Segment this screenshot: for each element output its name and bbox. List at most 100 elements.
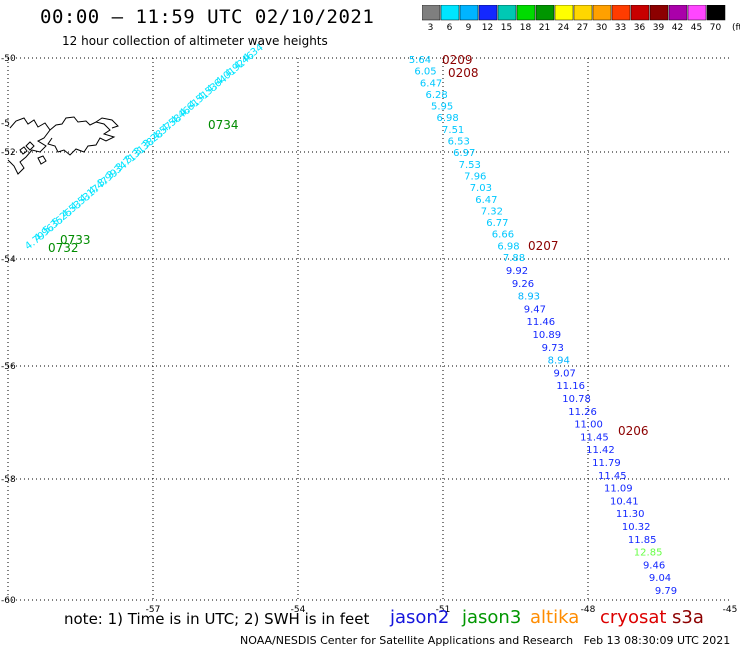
colorbar-label: 70 [709, 23, 722, 33]
colorbar-swatch [554, 5, 574, 21]
colorbar-swatch [611, 5, 631, 21]
colorbar-label: 12 [481, 23, 494, 33]
legend-jason2: jason2 [390, 607, 450, 628]
pass-time-label: 0206 [618, 424, 649, 438]
legend-jason3: jason3 [462, 607, 522, 628]
swh-value: 8.94 [548, 356, 570, 367]
swh-value: 9.04 [649, 573, 671, 584]
swh-value: 9.07 [554, 368, 576, 379]
colorbar-swatch [478, 5, 498, 21]
colorbar-swatch [535, 5, 555, 21]
colorbar-swatch [592, 5, 612, 21]
swh-value: 6.47 [420, 78, 442, 89]
colorbar-swatch [459, 5, 479, 21]
pass-time-label: 0207 [528, 239, 559, 253]
swh-value: 11.00 [574, 420, 603, 431]
pass-time-label: 0208 [448, 66, 479, 80]
coastline-segment [19, 146, 28, 155]
lat-tick-label: -52 [1, 148, 16, 158]
swh-value: 11.26 [568, 407, 597, 418]
lon-tick-label: -57 [146, 605, 161, 615]
legend-cryosat: cryosat [600, 607, 667, 628]
pass-time-label: 0209 [442, 53, 473, 67]
swh-value: 7.32 [481, 206, 503, 217]
swh-value: 6.28 [425, 90, 447, 101]
colorbar-label: 24 [557, 23, 570, 33]
colorbar-swatch [516, 5, 536, 21]
colorbar-label: 33 [614, 23, 627, 33]
swh-value: 9.26 [512, 279, 534, 290]
legend-altika: altika [530, 607, 580, 628]
colorbar-label: 45 [690, 23, 703, 33]
swh-value: 9.47 [524, 304, 546, 315]
swh-value: 7.03 [470, 183, 492, 194]
swh-value: 6.97 [453, 148, 475, 159]
footer-credit: NOAA/NESDIS Center for Satellite Applica… [240, 634, 730, 647]
colorbar-label: 6 [446, 23, 453, 33]
pass-time-label: 0734 [208, 118, 239, 132]
credit-timestamp: Feb 13 08:30:09 UTC 2021 [583, 634, 731, 647]
colorbar [422, 5, 726, 21]
swh-value: 7.53 [459, 160, 481, 171]
lon-tick-label: -51 [436, 605, 451, 615]
colorbar-label: 3 [427, 23, 434, 33]
footer-note: note: 1) Time is in UTC; 2) SWH is in fe… [64, 610, 370, 628]
coastline-segment [95, 117, 119, 129]
colorbar-swatch [668, 5, 688, 21]
swh-value: 10.89 [532, 330, 561, 341]
falkland-islands-coastline [7, 116, 119, 175]
swh-value: 6.47 [475, 195, 497, 206]
lon-tick-label: -54 [291, 605, 306, 615]
swh-value: 11.42 [586, 445, 615, 456]
swh-value: 9.46 [643, 560, 665, 571]
colorbar-label: 36 [633, 23, 646, 33]
colorbar-swatch [422, 5, 441, 21]
swh-value: 11.16 [556, 381, 585, 392]
colorbar-label: 42 [671, 23, 684, 33]
swh-value: 6.98 [437, 113, 459, 124]
credit-text: NOAA/NESDIS Center for Satellite Applica… [240, 634, 574, 647]
swh-value: 11.85 [628, 535, 657, 546]
colorbar-swatch [630, 5, 650, 21]
pass-time-label: 0733 [60, 233, 91, 247]
coastline-segment [7, 117, 51, 175]
swh-value: 12.85 [634, 548, 663, 559]
colorbar-label: 27 [576, 23, 589, 33]
lat-tick-label: -56 [1, 362, 16, 372]
coastline-segment [47, 116, 116, 156]
lat-tick-label: -5 [1, 119, 10, 129]
page-subtitle: 12 hour collection of altimeter wave hei… [62, 34, 328, 48]
coastline-segment [37, 155, 47, 165]
swh-value: 6.53 [448, 137, 470, 148]
lat-tick-label: -58 [1, 475, 16, 485]
swh-value: 6.05 [414, 67, 436, 78]
swh-value: 9.79 [655, 586, 677, 597]
swh-value: 10.41 [610, 496, 639, 507]
swh-value: 11.45 [598, 471, 627, 482]
swh-value: 11.09 [604, 484, 633, 495]
swh-value: 5.64 [409, 55, 431, 66]
colorbar-swatch [497, 5, 517, 21]
swh-value: 6.98 [497, 241, 519, 252]
lat-tick-label: -60 [1, 596, 16, 606]
swh-value: 10.32 [622, 522, 651, 533]
swh-value: 6.77 [486, 218, 508, 229]
colorbar-labels: 3 6 9 12 15 18 21 24 27 30 33 36 39 42 45 70 [422, 23, 728, 35]
colorbar-label: 9 [465, 23, 472, 33]
colorbar-swatch [573, 5, 593, 21]
swh-value: 10.78 [562, 394, 591, 405]
swh-value: 7.51 [442, 125, 464, 136]
swh-value: 7.88 [503, 253, 525, 264]
colorbar-label: 18 [519, 23, 532, 33]
lon-tick-label: -45 [723, 605, 738, 615]
colorbar-label: 15 [500, 23, 513, 33]
swh-value: 11.79 [592, 458, 621, 469]
coastline-segment [25, 141, 35, 151]
page-title: 00:00 – 11:59 UTC 02/10/2021 [40, 6, 375, 28]
swh-value: 9.92 [506, 266, 528, 277]
lat-tick-label: -54 [1, 255, 16, 265]
swh-value: 6.66 [492, 230, 514, 241]
lat-tick-label: -50 [1, 54, 16, 64]
lon-tick-label: -48 [581, 605, 596, 615]
